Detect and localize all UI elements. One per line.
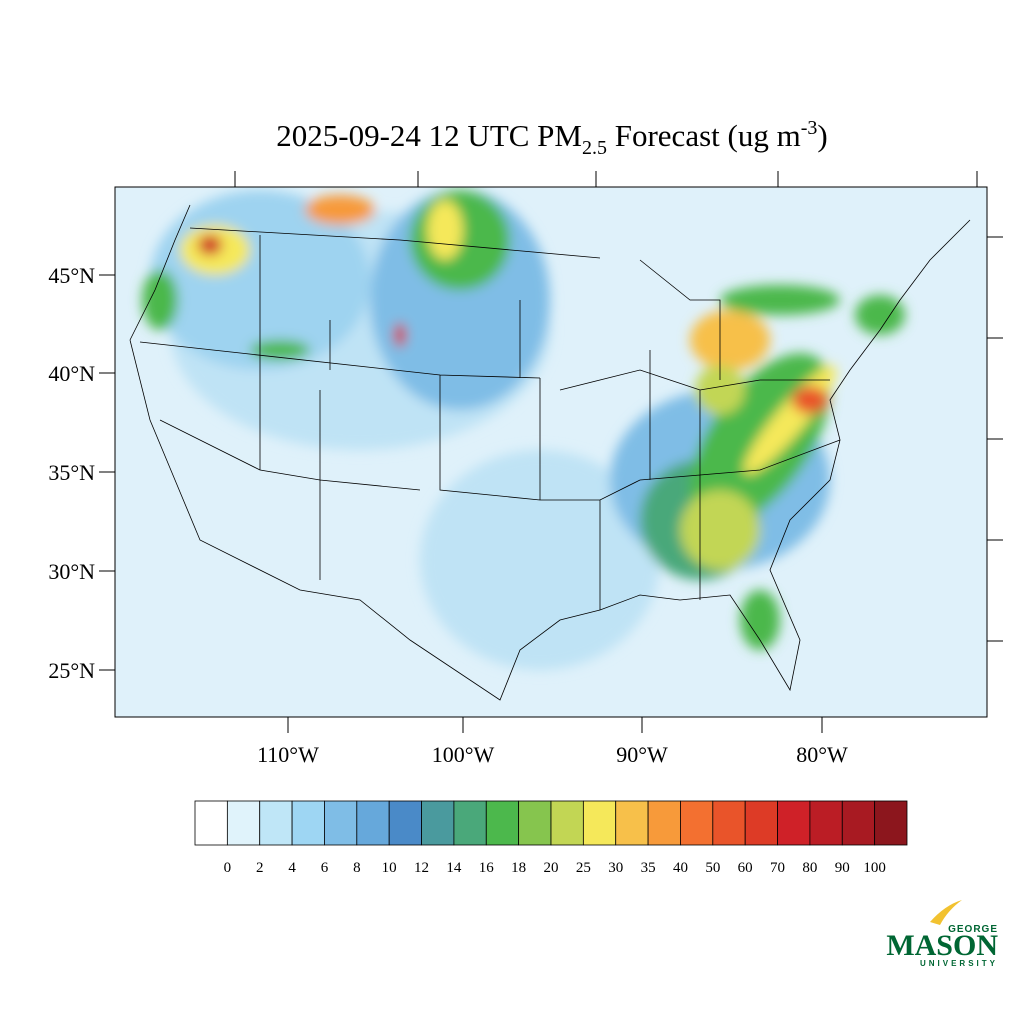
colorbar-label: 80	[802, 860, 817, 876]
colorbar-swatch	[226, 800, 261, 846]
colorbar-swatch	[388, 800, 422, 846]
lon-label: 80°W	[796, 742, 848, 767]
logo-main: MASON	[886, 929, 998, 962]
colorbar-label: 0	[224, 860, 232, 876]
colorbar-swatch	[194, 800, 228, 846]
colorbar-swatch	[550, 800, 584, 846]
colorbar-label: 12	[414, 860, 429, 876]
colorbar-swatch	[453, 800, 487, 846]
colorbar-label: 50	[705, 860, 720, 876]
colorbar-label: 90	[835, 860, 850, 876]
lat-label: 40°N	[48, 361, 95, 386]
logo-top: GEORGE	[948, 924, 998, 935]
colorbar-label: 35	[641, 860, 656, 876]
logo: GEORGE MASON UNIVERSITY	[886, 900, 998, 968]
colorbar-swatch	[647, 800, 681, 846]
lon-label: 90°W	[616, 742, 668, 767]
colorbar-label: 6	[321, 860, 329, 876]
colorbar-swatch	[841, 800, 876, 846]
colorbar-swatch	[259, 800, 293, 846]
colorbar-label: 10	[382, 860, 397, 876]
colorbar-label: 4	[288, 860, 296, 876]
colorbar-label: 14	[446, 860, 462, 876]
colorbar-swatch	[356, 800, 390, 846]
colorbar-label: 70	[770, 860, 785, 876]
colorbar-swatch	[744, 800, 778, 846]
map-frame	[114, 186, 988, 718]
colorbar-label: 60	[738, 860, 753, 876]
colorbar-swatch	[485, 800, 520, 846]
map-field	[115, 187, 987, 717]
colorbar-label: 25	[576, 860, 591, 876]
frame-ticks	[99, 171, 1003, 733]
colorbar-label: 8	[353, 860, 361, 876]
title-mid: Forecast (ug m	[607, 118, 801, 153]
lon-label: 100°W	[432, 742, 495, 767]
colorbar-label: 40	[673, 860, 688, 876]
logo-bottom: UNIVERSITY	[920, 959, 998, 968]
lat-label: 30°N	[48, 559, 95, 584]
colorbar-swatch	[615, 800, 649, 846]
colorbar-swatch	[809, 800, 843, 846]
title-main: 2025-09-24 12 UTC PM	[276, 118, 582, 153]
colorbar-label: 18	[511, 860, 526, 876]
lat-label: 25°N	[48, 658, 95, 683]
colorbar-label: 100	[863, 860, 886, 876]
lat-label: 35°N	[48, 460, 95, 485]
colorbar-label: 2	[256, 860, 264, 876]
lon-label: 110°W	[257, 742, 319, 767]
colorbar-label: 20	[544, 860, 559, 876]
colorbar-swatch	[518, 800, 552, 846]
title-sub: 2.5	[582, 137, 607, 159]
colorbar-swatch	[777, 800, 811, 846]
title-end: )	[817, 118, 827, 153]
colorbar-label: 30	[608, 860, 623, 876]
colorbar-swatch	[324, 800, 358, 846]
lat-label: 45°N	[48, 263, 95, 288]
colorbar-swatch	[680, 800, 714, 846]
colorbar-swatch	[712, 800, 746, 846]
colorbar-swatch	[291, 800, 325, 846]
colorbar-swatch	[874, 800, 908, 846]
title: 2025-09-24 12 UTC PM2.5 Forecast (ug m-3…	[276, 117, 827, 159]
colorbar-swatch	[421, 800, 455, 846]
title-sup: -3	[801, 117, 818, 139]
colorbar-label: 16	[479, 860, 495, 876]
colorbar-swatch	[582, 800, 617, 846]
